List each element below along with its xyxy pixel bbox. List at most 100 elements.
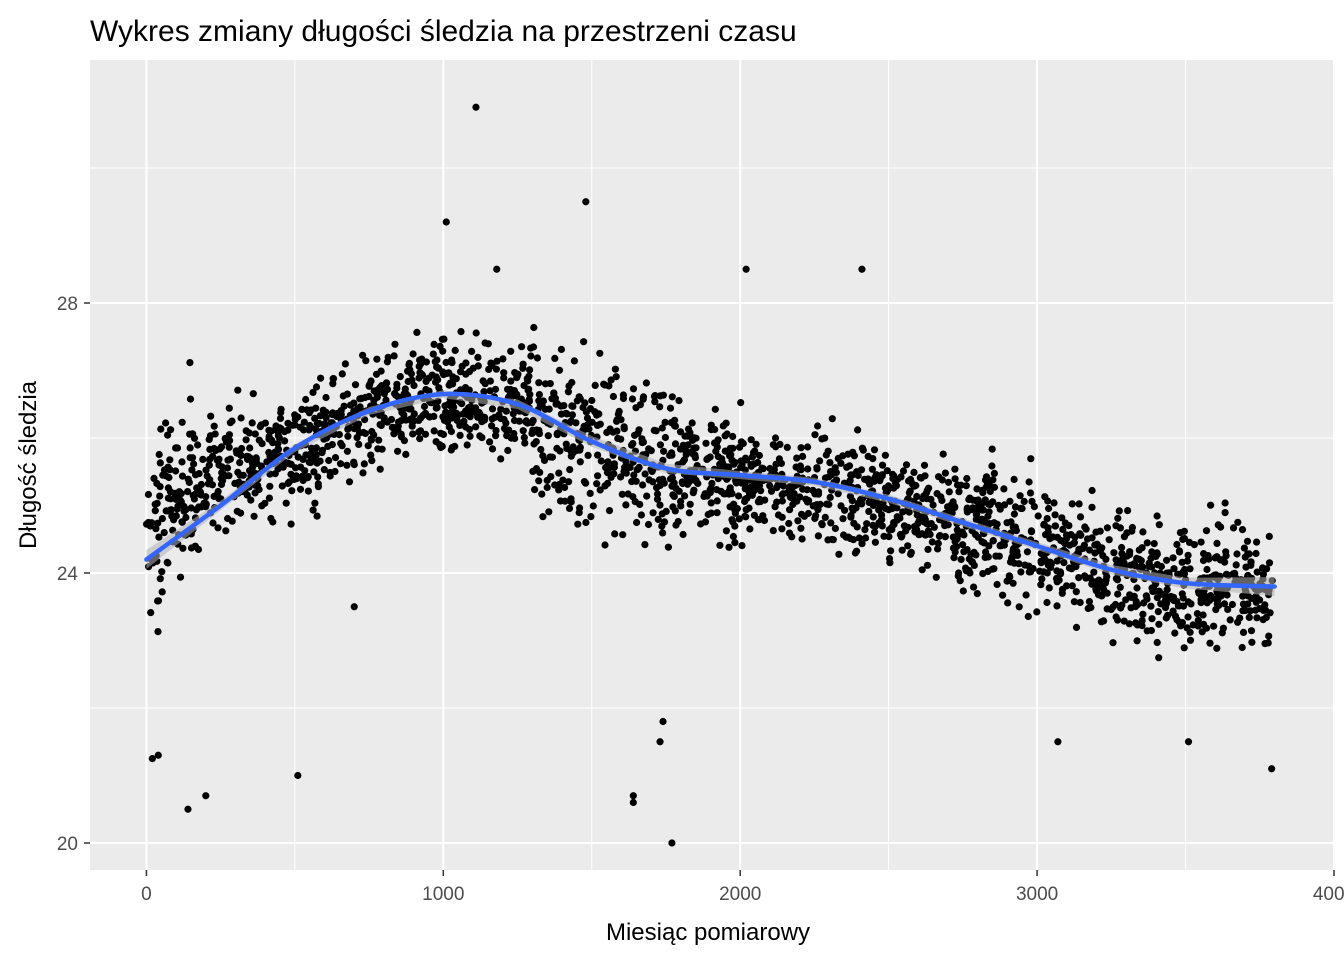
data-point	[535, 391, 544, 399]
data-point	[265, 433, 273, 441]
data-point	[1132, 619, 1140, 627]
data-point	[529, 343, 538, 351]
data-point	[995, 552, 1003, 560]
data-point	[535, 430, 544, 438]
data-point	[472, 423, 480, 431]
data-point	[429, 350, 437, 358]
data-point	[318, 446, 327, 454]
data-point	[290, 475, 298, 483]
data-point	[219, 476, 227, 485]
data-point	[1211, 554, 1219, 562]
data-point	[1226, 616, 1234, 624]
data-point	[210, 422, 218, 430]
data-point	[236, 471, 244, 479]
data-point	[713, 439, 721, 447]
data-point	[1179, 568, 1187, 576]
data-point	[1126, 548, 1134, 556]
data-point	[727, 451, 735, 459]
data-point	[622, 501, 630, 509]
data-point	[513, 390, 521, 399]
data-point	[380, 390, 388, 398]
data-point	[391, 390, 399, 398]
data-point	[567, 448, 575, 456]
data-point	[1125, 620, 1133, 628]
data-point	[924, 527, 932, 535]
data-point	[563, 410, 571, 418]
data-point	[668, 474, 676, 482]
y-tick-label: 20	[57, 834, 78, 855]
data-point	[826, 493, 834, 501]
data-point	[1186, 565, 1194, 573]
data-point	[906, 487, 914, 495]
data-point	[1043, 515, 1051, 523]
data-point	[221, 434, 229, 443]
data-point	[1026, 489, 1035, 497]
smooth-line	[144, 391, 1277, 589]
data-point	[1194, 616, 1202, 624]
data-point	[158, 568, 166, 576]
data-point	[1171, 612, 1179, 620]
data-point	[950, 554, 958, 562]
data-point	[1241, 606, 1249, 615]
data-point	[566, 466, 574, 474]
data-point	[659, 529, 667, 537]
data-point	[1162, 592, 1171, 600]
data-point	[766, 464, 774, 473]
data-point	[416, 435, 424, 443]
data-point	[507, 385, 515, 394]
data-point	[944, 478, 953, 486]
data-point	[276, 414, 285, 422]
data-point	[996, 541, 1005, 549]
data-point	[246, 444, 254, 452]
data-point	[887, 547, 895, 555]
data-point	[288, 487, 296, 495]
data-point	[150, 474, 158, 482]
data-point	[425, 413, 433, 421]
data-point	[1152, 552, 1160, 561]
data-point	[189, 491, 197, 499]
data-point	[1053, 602, 1061, 610]
data-point	[1128, 527, 1136, 535]
data-point	[1268, 765, 1276, 773]
data-point	[154, 597, 163, 605]
data-point	[284, 479, 292, 487]
data-point	[721, 432, 729, 440]
data-point	[565, 504, 574, 512]
data-point	[799, 452, 807, 460]
data-point	[1045, 584, 1053, 592]
data-point	[707, 426, 715, 434]
data-point	[1220, 600, 1229, 608]
data-point	[1051, 511, 1059, 519]
data-point	[1228, 600, 1236, 609]
data-point	[370, 387, 378, 395]
tick-labels: 0 1000 2000 3000 4000 20 24 28	[57, 294, 1344, 905]
data-point	[377, 367, 385, 375]
data-point	[653, 484, 661, 492]
data-point	[172, 512, 180, 520]
data-point	[656, 738, 664, 746]
data-point	[951, 475, 959, 483]
data-point	[1202, 527, 1211, 535]
data-point	[468, 347, 476, 355]
data-point	[1018, 504, 1026, 513]
data-point	[531, 486, 539, 494]
data-point	[439, 347, 447, 355]
data-point	[645, 445, 653, 453]
data-point	[600, 380, 608, 388]
data-point	[432, 404, 440, 412]
data-point	[447, 446, 455, 454]
data-point	[189, 430, 197, 438]
data-point	[779, 482, 788, 490]
data-point	[480, 388, 488, 396]
x-tick-label: 3000	[1016, 884, 1058, 905]
data-point	[322, 393, 330, 402]
data-point	[875, 506, 883, 514]
data-point	[351, 381, 360, 389]
data-point	[556, 497, 565, 505]
data-point	[543, 476, 551, 484]
data-point	[274, 465, 282, 473]
data-point	[679, 530, 687, 539]
data-point	[486, 438, 494, 446]
data-point	[478, 434, 486, 442]
